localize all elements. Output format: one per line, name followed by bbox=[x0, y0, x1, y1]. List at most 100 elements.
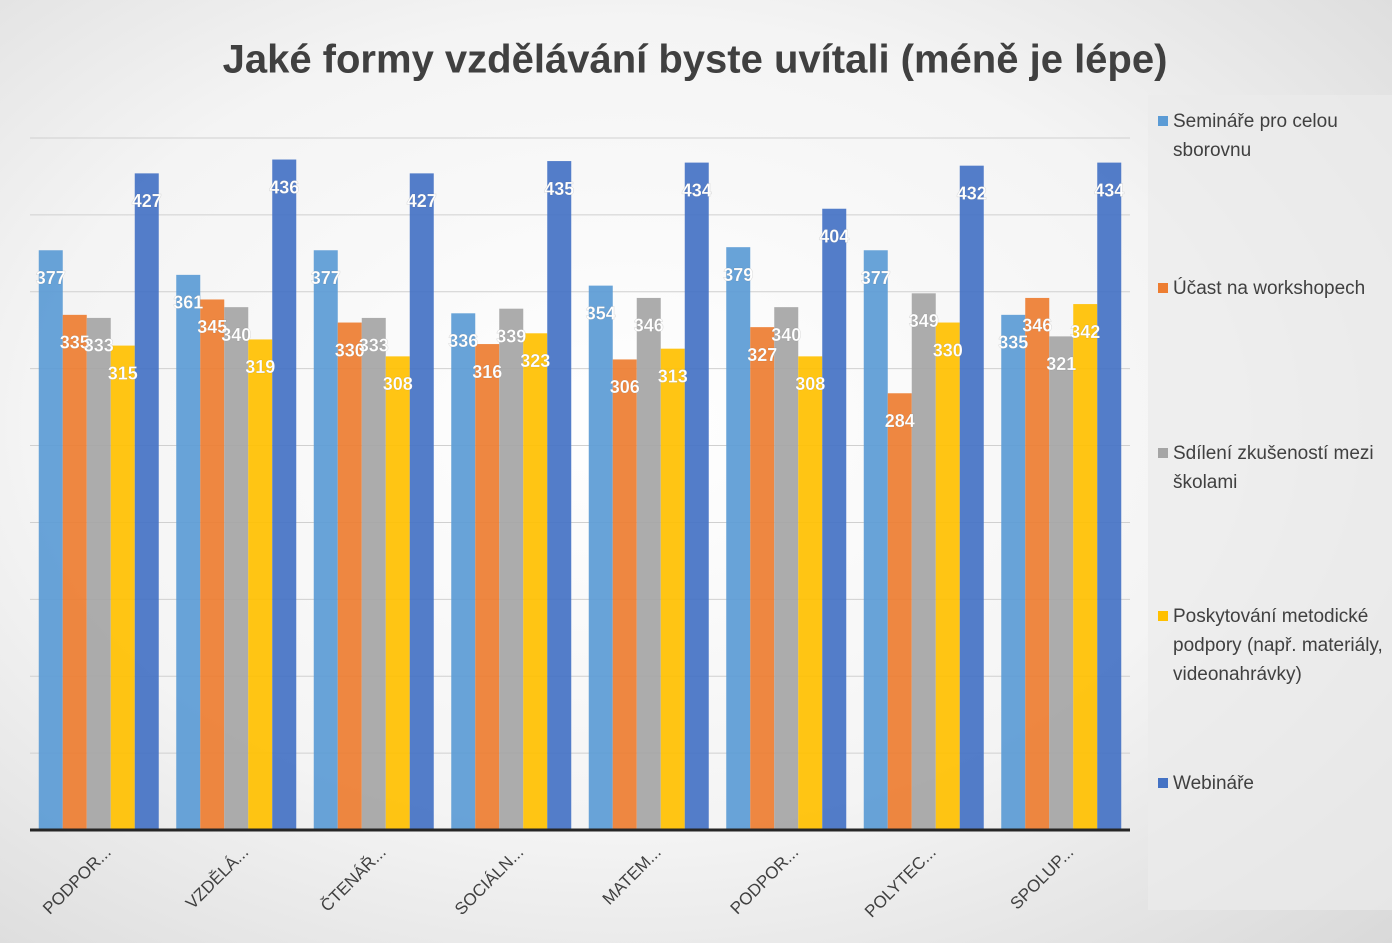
bar bbox=[385, 356, 410, 830]
bar bbox=[935, 322, 960, 830]
value-label: 427 bbox=[132, 191, 162, 211]
bar bbox=[911, 293, 936, 830]
value-label: 335 bbox=[998, 333, 1028, 353]
value-label: 306 bbox=[610, 377, 640, 397]
bar bbox=[1073, 304, 1098, 831]
bar bbox=[547, 161, 572, 831]
value-label: 404 bbox=[819, 226, 849, 246]
bar bbox=[636, 297, 661, 830]
x-tick-label: VZDĚLÁ... bbox=[182, 843, 252, 913]
legend-label: Semináře pro celou sborovnu bbox=[1173, 111, 1338, 161]
value-label: 432 bbox=[957, 183, 987, 203]
value-label: 377 bbox=[36, 268, 66, 288]
value-label: 345 bbox=[197, 317, 227, 337]
bar bbox=[887, 393, 912, 830]
value-label: 349 bbox=[909, 311, 939, 331]
x-tick-label: PODPOR... bbox=[39, 843, 115, 919]
legend: Semináře pro celou sborovnu Účast na work… bbox=[1148, 95, 1392, 910]
value-labels: 3773353333154273613453403194363773303333… bbox=[35, 177, 1124, 431]
legend-swatch bbox=[1158, 116, 1168, 126]
value-label: 333 bbox=[359, 336, 389, 356]
value-label: 284 bbox=[885, 411, 915, 431]
value-label: 330 bbox=[933, 340, 963, 360]
legend-label: Sdílení zkušeností mezi školami bbox=[1173, 443, 1374, 493]
legend-item: Poskytování metodické podpory (např. mat… bbox=[1158, 602, 1386, 689]
value-label: 427 bbox=[407, 191, 437, 211]
value-label: 336 bbox=[448, 331, 478, 351]
value-label: 435 bbox=[544, 179, 574, 199]
legend-swatch bbox=[1158, 283, 1168, 293]
value-label: 313 bbox=[658, 366, 688, 386]
legend-item: Webináře bbox=[1158, 769, 1386, 798]
value-label: 323 bbox=[520, 351, 550, 371]
value-label: 339 bbox=[496, 326, 526, 346]
value-label: 308 bbox=[383, 374, 413, 394]
x-tick-label: POLYTEC... bbox=[861, 843, 940, 922]
value-label: 335 bbox=[60, 333, 90, 353]
bar bbox=[337, 322, 362, 830]
bar bbox=[361, 317, 386, 830]
value-label: 316 bbox=[472, 362, 502, 382]
value-label: 436 bbox=[269, 177, 299, 197]
value-label: 346 bbox=[1022, 316, 1052, 336]
bar bbox=[1097, 162, 1122, 831]
x-tick-label: SOCIÁLN... bbox=[451, 843, 527, 919]
value-label: 340 bbox=[221, 325, 251, 345]
legend-swatch bbox=[1158, 448, 1168, 458]
bar bbox=[1001, 314, 1026, 830]
bar bbox=[1049, 336, 1074, 830]
bar bbox=[313, 250, 338, 830]
bar bbox=[499, 308, 524, 830]
bar bbox=[588, 285, 613, 830]
legend-label: Účast na workshopech bbox=[1173, 278, 1366, 299]
value-label: 315 bbox=[108, 363, 138, 383]
value-label: 342 bbox=[1070, 322, 1100, 342]
value-label: 346 bbox=[634, 316, 664, 336]
bar bbox=[660, 348, 685, 830]
bar bbox=[62, 314, 87, 830]
legend-swatch bbox=[1158, 778, 1168, 788]
bar bbox=[200, 299, 225, 830]
legend-item: Účast na workshopech bbox=[1158, 274, 1386, 303]
value-label: 379 bbox=[723, 265, 753, 285]
bar bbox=[726, 247, 751, 830]
value-label: 333 bbox=[84, 336, 114, 356]
x-tick-label: MATEM... bbox=[599, 843, 665, 909]
bar bbox=[176, 274, 201, 831]
legend-label: Webináře bbox=[1173, 773, 1254, 794]
bar bbox=[684, 162, 709, 831]
value-label: 377 bbox=[311, 268, 341, 288]
value-label: 321 bbox=[1046, 354, 1076, 374]
x-tick-label: SPOLUP... bbox=[1007, 843, 1078, 914]
legend-label: Poskytování metodické podpory (např. mat… bbox=[1173, 606, 1383, 685]
bar bbox=[863, 250, 888, 830]
value-label: 354 bbox=[586, 303, 616, 323]
bar bbox=[224, 307, 249, 831]
bar bbox=[523, 333, 548, 830]
bar bbox=[822, 208, 847, 830]
x-tick-label: PODPOR... bbox=[727, 843, 803, 919]
bar bbox=[86, 317, 111, 830]
bar bbox=[959, 165, 984, 830]
bar bbox=[612, 359, 637, 830]
legend-item: Sdílení zkušeností mezi školami bbox=[1158, 439, 1386, 497]
bar bbox=[409, 173, 434, 830]
bar bbox=[38, 250, 63, 830]
value-label: 319 bbox=[245, 357, 275, 377]
bar bbox=[750, 327, 775, 830]
bar bbox=[134, 173, 159, 830]
value-label: 308 bbox=[795, 374, 825, 394]
bar bbox=[272, 159, 297, 831]
bar bbox=[774, 307, 799, 831]
bar bbox=[110, 345, 135, 830]
chart-title: Jaké formy vzdělávání byste uvítali (mén… bbox=[223, 38, 1168, 82]
bar bbox=[798, 356, 823, 830]
bar bbox=[451, 313, 476, 831]
bar bbox=[248, 339, 273, 830]
value-label: 340 bbox=[771, 325, 801, 345]
legend-item: Semináře pro celou sborovnu bbox=[1158, 107, 1386, 165]
value-label: 361 bbox=[173, 293, 203, 313]
bars bbox=[38, 159, 1122, 831]
